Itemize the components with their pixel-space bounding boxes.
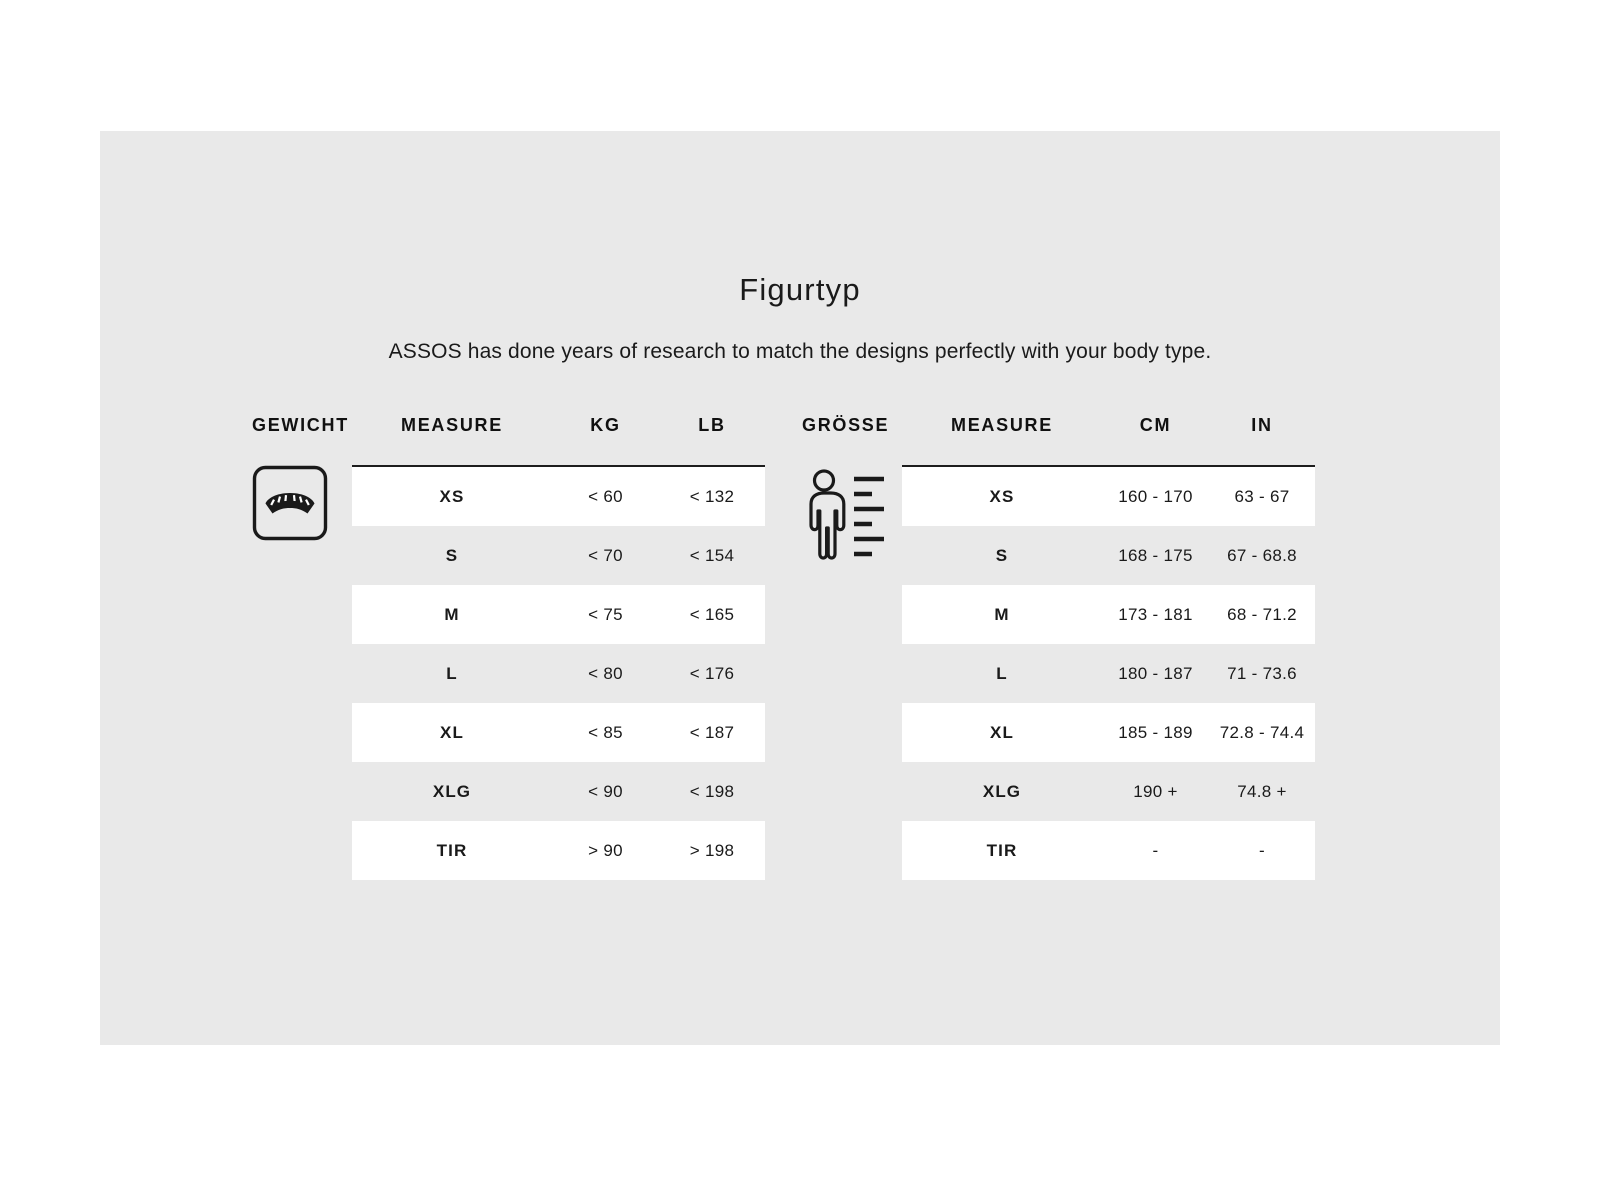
- cell-cm: -: [1152, 840, 1159, 860]
- cell-size: XS: [439, 486, 465, 506]
- cell-lb: < 154: [689, 545, 735, 565]
- height-table: GRÖSSE MEASURE CM IN: [802, 415, 1315, 890]
- cell-in: 72.8 - 74.4: [1219, 722, 1305, 742]
- height-column-headers: MEASURE CM IN: [902, 415, 1315, 436]
- size-guide-panel: Figurtyp ASSOS has done years of researc…: [100, 131, 1500, 1045]
- cell-in: 74.8 +: [1237, 781, 1287, 801]
- cell-lb: < 176: [689, 663, 735, 683]
- weight-table-header: GEWICHT MEASURE KG LB: [252, 415, 765, 451]
- column-header-in: IN: [1251, 415, 1273, 435]
- cell-size: L: [996, 663, 1008, 683]
- table-row[interactable]: XL 185 - 189 72.8 - 74.4: [902, 703, 1315, 762]
- table-row[interactable]: S < 70 < 154: [352, 526, 765, 585]
- column-header-measure: MEASURE: [951, 415, 1053, 435]
- table-row[interactable]: XL < 85 < 187: [352, 703, 765, 762]
- table-row[interactable]: XS 160 - 170 63 - 67: [902, 467, 1315, 526]
- cell-in: 67 - 68.8: [1227, 545, 1297, 565]
- cell-cm: 180 - 187: [1118, 663, 1193, 683]
- cell-size: L: [446, 663, 458, 683]
- cell-size: XS: [989, 486, 1015, 506]
- height-rows: XS 160 - 170 63 - 67 S 168 - 175 67 - 68…: [902, 465, 1315, 880]
- cell-size: S: [445, 545, 459, 565]
- height-group-label: GRÖSSE: [802, 415, 890, 435]
- weight-column-headers: MEASURE KG LB: [352, 415, 765, 436]
- cell-size: TIR: [986, 840, 1018, 860]
- cell-kg: < 75: [588, 604, 623, 624]
- column-header-cm: CM: [1139, 415, 1172, 435]
- cell-in: -: [1259, 840, 1265, 860]
- weight-rows: XS < 60 < 132 S < 70 < 154 M < 75 <: [352, 465, 765, 880]
- page-title: Figurtyp: [739, 272, 861, 307]
- cell-in: 71 - 73.6: [1227, 663, 1297, 683]
- cell-lb: < 132: [689, 486, 735, 506]
- cell-kg: < 90: [588, 781, 623, 801]
- cell-lb: < 198: [689, 781, 735, 801]
- cell-cm: 173 - 181: [1118, 604, 1193, 624]
- cell-kg: < 85: [588, 722, 623, 742]
- height-table-header: GRÖSSE MEASURE CM IN: [802, 415, 1315, 451]
- cell-size: XL: [440, 722, 464, 742]
- cell-kg: > 90: [588, 840, 623, 860]
- cell-size: TIR: [436, 840, 468, 860]
- cell-size: XL: [990, 722, 1014, 742]
- table-row[interactable]: S 168 - 175 67 - 68.8: [902, 526, 1315, 585]
- column-header-measure: MEASURE: [401, 415, 503, 435]
- height-table-body: XS 160 - 170 63 - 67 S 168 - 175 67 - 68…: [802, 465, 1315, 890]
- table-row[interactable]: XS < 60 < 132: [352, 467, 765, 526]
- cell-in: 68 - 71.2: [1227, 604, 1297, 624]
- table-row[interactable]: TIR - -: [902, 821, 1315, 880]
- table-row[interactable]: XLG 190 + 74.8 +: [902, 762, 1315, 821]
- cell-lb: < 187: [689, 722, 735, 742]
- cell-kg: < 80: [588, 663, 623, 683]
- page-subtitle: ASSOS has done years of research to matc…: [388, 340, 1212, 364]
- cell-cm: 190 +: [1133, 781, 1178, 801]
- size-tables: GEWICHT MEASURE KG LB: [100, 131, 1500, 1045]
- column-header-kg: KG: [590, 415, 621, 435]
- table-row[interactable]: XLG < 90 < 198: [352, 762, 765, 821]
- cell-size: M: [994, 604, 1010, 624]
- table-row[interactable]: TIR > 90 > 198: [352, 821, 765, 880]
- cell-lb: > 198: [689, 840, 735, 860]
- weight-table: GEWICHT MEASURE KG LB: [252, 415, 765, 890]
- cell-kg: < 70: [588, 545, 623, 565]
- table-row[interactable]: M 173 - 181 68 - 71.2: [902, 585, 1315, 644]
- cell-size: M: [444, 604, 460, 624]
- column-header-lb: LB: [698, 415, 726, 435]
- cell-size: S: [995, 545, 1009, 565]
- cell-kg: < 60: [588, 486, 623, 506]
- cell-in: 63 - 67: [1234, 486, 1290, 506]
- weight-scale-icon: [252, 465, 352, 575]
- cell-size: XLG: [432, 781, 472, 801]
- table-row[interactable]: M < 75 < 165: [352, 585, 765, 644]
- table-row[interactable]: L 180 - 187 71 - 73.6: [902, 644, 1315, 703]
- cell-cm: 168 - 175: [1118, 545, 1193, 565]
- cell-lb: < 165: [689, 604, 735, 624]
- cell-cm: 160 - 170: [1118, 486, 1193, 506]
- weight-group-label: GEWICHT: [252, 415, 349, 435]
- person-height-icon: [802, 465, 902, 575]
- heading-block: Figurtyp ASSOS has done years of researc…: [100, 271, 1500, 365]
- cell-cm: 185 - 189: [1118, 722, 1193, 742]
- cell-size: XLG: [982, 781, 1022, 801]
- weight-table-body: XS < 60 < 132 S < 70 < 154 M < 75 <: [252, 465, 765, 890]
- table-row[interactable]: L < 80 < 176: [352, 644, 765, 703]
